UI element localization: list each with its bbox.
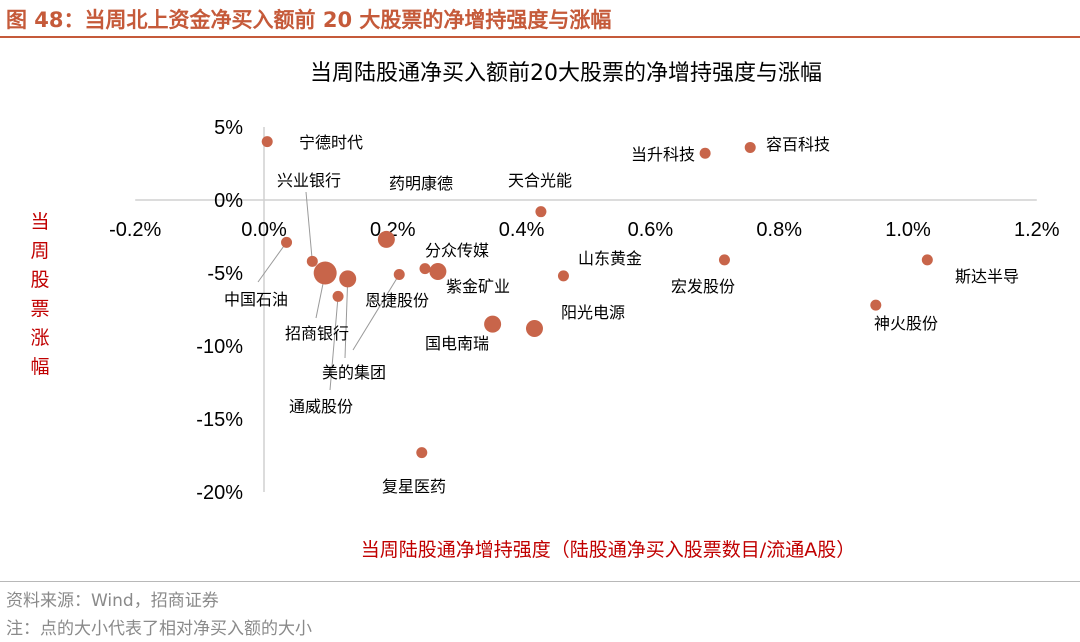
- point-label: 宏发股份: [671, 277, 735, 296]
- scatter-chart: 当周陆股通净买入额前20大股票的净增持强度与涨幅 -0.2% 0.0% 0.2% 0.…: [30, 61, 1060, 561]
- y-tick-label: -20%: [196, 482, 243, 504]
- y-tick-label: -15%: [196, 409, 243, 431]
- chart-title: 当周陆股通净买入额前20大股票的净增持强度与涨幅: [310, 61, 822, 86]
- figure-title: 图 48：当周北上资金净买入额前 20 大股票的净增持强度与涨幅: [6, 8, 612, 32]
- x-tick-label: 0.6%: [628, 219, 674, 241]
- point-label: 当升科技: [631, 145, 695, 164]
- point-label: 中国石油: [224, 290, 288, 309]
- y-axis-title-char: 幅: [30, 356, 49, 378]
- tick-labels: -0.2% 0.0% 0.2% 0.4% 0.6% 0.8% 1.0% 1.2%5%0%-5%…: [109, 117, 1060, 504]
- footer-divider: [0, 581, 1080, 582]
- point-label: 宁德时代: [299, 133, 363, 152]
- title-divider: [0, 36, 1080, 38]
- point-label: 通威股份: [289, 397, 353, 416]
- size-note: 注：点的大小代表了相对净买入额的大小: [6, 619, 312, 639]
- x-tick-label: 0.0%: [241, 219, 287, 241]
- data-point: [718, 254, 730, 266]
- data-point: [332, 290, 344, 302]
- data-point: [377, 230, 395, 248]
- source-note: 资料来源：Wind，招商证券: [6, 591, 219, 611]
- axes: [135, 127, 1037, 492]
- point-label: 复星医药: [382, 477, 446, 496]
- x-tick-label: -0.2%: [109, 219, 161, 241]
- data-point: [306, 255, 318, 267]
- data-point: [419, 263, 431, 275]
- point-label: 恩捷股份: [365, 291, 429, 310]
- point-label: 兴业银行: [277, 171, 341, 190]
- point-label: 山东黄金: [578, 249, 642, 268]
- leader-line: [305, 191, 313, 262]
- data-point: [535, 206, 547, 218]
- data-point: [921, 254, 933, 266]
- point-label: 斯达半导: [955, 267, 1019, 286]
- data-point: [744, 141, 756, 153]
- data-point: [339, 270, 357, 288]
- data-point: [429, 263, 447, 281]
- point-label: 神火股份: [874, 314, 938, 333]
- x-tick-label: 1.0%: [885, 219, 931, 241]
- y-axis-title-char: 周: [30, 240, 49, 262]
- x-tick-label: 0.8%: [756, 219, 802, 241]
- y-tick-label: 0%: [214, 190, 243, 212]
- leader-line: [257, 242, 287, 283]
- data-point: [261, 136, 273, 148]
- point-label: 紫金矿业: [446, 277, 510, 296]
- leader-line: [329, 296, 339, 391]
- y-axis-title-char: 票: [30, 298, 49, 320]
- point-label: 药明康德: [389, 174, 453, 193]
- data-point: [416, 447, 428, 459]
- point-label: 国电南瑞: [425, 334, 489, 353]
- point-label: 美的集团: [322, 363, 386, 382]
- data-point: [393, 268, 405, 280]
- leader-lines: [257, 191, 400, 391]
- x-tick-label: 1.2%: [1014, 219, 1060, 241]
- data-point: [870, 299, 882, 311]
- point-label: 阳光电源: [561, 303, 625, 322]
- point-label: 天合光能: [508, 171, 572, 190]
- y-axis-title-char: 股: [30, 269, 49, 291]
- point-label: 容百科技: [766, 135, 830, 154]
- data-point: [484, 315, 502, 333]
- data-point: [525, 319, 543, 337]
- y-tick-label: 5%: [214, 117, 243, 139]
- point-label: 分众传媒: [425, 241, 489, 260]
- x-axis-title: 当周陆股通净增持强度（陆股通净买入股票数目/流通A股）: [361, 539, 855, 561]
- leader-line: [352, 274, 400, 351]
- point-label: 招商银行: [285, 324, 349, 343]
- y-axis-title-char: 当: [30, 211, 49, 233]
- x-tick-label: 0.4%: [499, 219, 545, 241]
- data-point: [699, 147, 711, 159]
- data-point: [557, 270, 569, 282]
- y-axis-title-char: 涨: [30, 327, 49, 349]
- data-point: [313, 261, 337, 285]
- data-points: [261, 136, 933, 459]
- leader-line: [344, 278, 349, 359]
- y-tick-label: -5%: [207, 263, 243, 285]
- data-point: [281, 236, 293, 248]
- y-tick-label: -10%: [196, 336, 243, 358]
